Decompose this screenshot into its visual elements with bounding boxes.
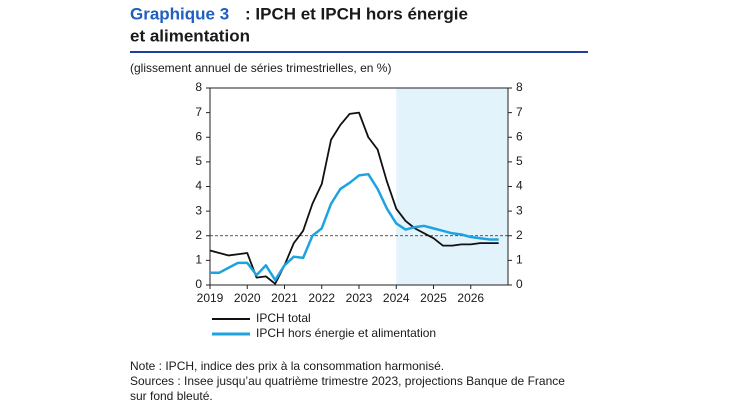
legend-label: IPCH total bbox=[256, 311, 311, 325]
series-line bbox=[209, 111, 499, 285]
x-tick-label: 2023 bbox=[346, 291, 373, 305]
chart-title: : IPCH et IPCH hors énergie bbox=[245, 4, 468, 23]
chart-title-prefix: Graphique 3 bbox=[130, 4, 229, 23]
y-tick-label: 3 bbox=[195, 203, 202, 217]
sources-line2: sur fond bleuté. bbox=[130, 389, 213, 403]
x-tick-label: 2019 bbox=[197, 291, 224, 305]
y2-tick-label: 6 bbox=[516, 129, 523, 143]
forecast-shade bbox=[396, 88, 508, 285]
x-tick-label: 2024 bbox=[383, 291, 410, 305]
y-tick-label: 0 bbox=[195, 277, 202, 291]
series-line bbox=[210, 172, 499, 282]
y-tick-label: 7 bbox=[195, 105, 202, 119]
y2-tick-label: 4 bbox=[516, 179, 523, 193]
y2-tick-label: 2 bbox=[516, 228, 523, 242]
chart-title-line2: et alimentation bbox=[130, 26, 250, 45]
y-tick-label: 6 bbox=[195, 129, 202, 143]
x-tick-label: 2022 bbox=[308, 291, 335, 305]
y2-tick-label: 5 bbox=[516, 154, 523, 168]
x-tick-label: 2020 bbox=[234, 291, 261, 305]
y2-tick-label: 8 bbox=[516, 80, 523, 94]
y-tick-label: 1 bbox=[195, 253, 202, 267]
legend-label: IPCH hors énergie et alimentation bbox=[256, 326, 436, 340]
y-tick-label: 8 bbox=[195, 80, 202, 94]
y2-tick-label: 3 bbox=[516, 203, 523, 217]
y2-tick-label: 0 bbox=[516, 277, 523, 291]
x-tick-label: 2025 bbox=[420, 291, 447, 305]
y2-tick-label: 7 bbox=[516, 105, 523, 119]
chart-subtitle: (glissement annuel de séries trimestriel… bbox=[130, 61, 391, 75]
y-tick-label: 2 bbox=[195, 228, 202, 242]
x-tick-label: 2026 bbox=[457, 291, 484, 305]
y2-tick-label: 1 bbox=[516, 253, 523, 267]
y-tick-label: 4 bbox=[195, 179, 202, 193]
y-tick-label: 5 bbox=[195, 154, 202, 168]
sources: Sources : Insee jusqu’au quatrième trime… bbox=[130, 374, 565, 388]
x-tick-label: 2021 bbox=[271, 291, 298, 305]
note: Note : IPCH, indice des prix à la consom… bbox=[130, 359, 444, 373]
